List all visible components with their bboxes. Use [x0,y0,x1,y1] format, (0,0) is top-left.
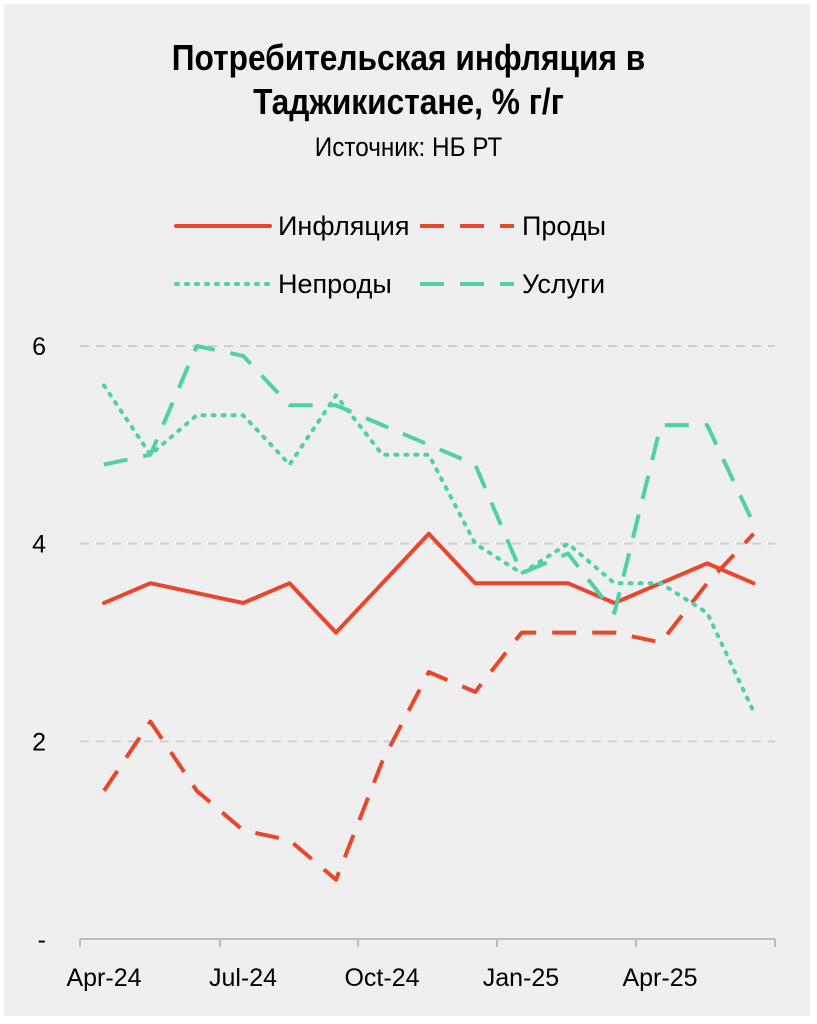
chart-background [4,4,810,1016]
series-line-1 [102,531,756,635]
x-tick-label: Oct-24 [344,964,419,992]
legend-label-1: Инфляция [278,211,409,241]
y-tick-label: 4 [32,531,46,559]
legend-label-2: Проды [522,211,606,241]
y-tick-label: 2 [32,728,46,756]
chart-title-line1: Потребительская инфляция в [171,37,646,78]
series-line-2 [102,532,756,882]
series-line-3 [102,383,756,714]
y-tick-label: 6 [32,333,46,361]
chart-title: Потребительская инфляция в Таджикистане,… [49,36,768,124]
x-tick-label: Jan-25 [483,964,559,992]
legend-label-4: Услуги [522,269,605,299]
series-line-4 [103,344,756,615]
x-tick-label: Jul-24 [209,964,277,992]
chart-subtitle: Источник: НБ РТ [314,132,503,162]
chart-title-line2: Таджикистане, % г/г [253,81,564,122]
y-tick-label: - [38,926,46,954]
legend-label-3: Непроды [278,269,392,299]
x-tick-label: Apr-24 [66,964,141,992]
x-tick-label: Apr-25 [622,964,697,992]
